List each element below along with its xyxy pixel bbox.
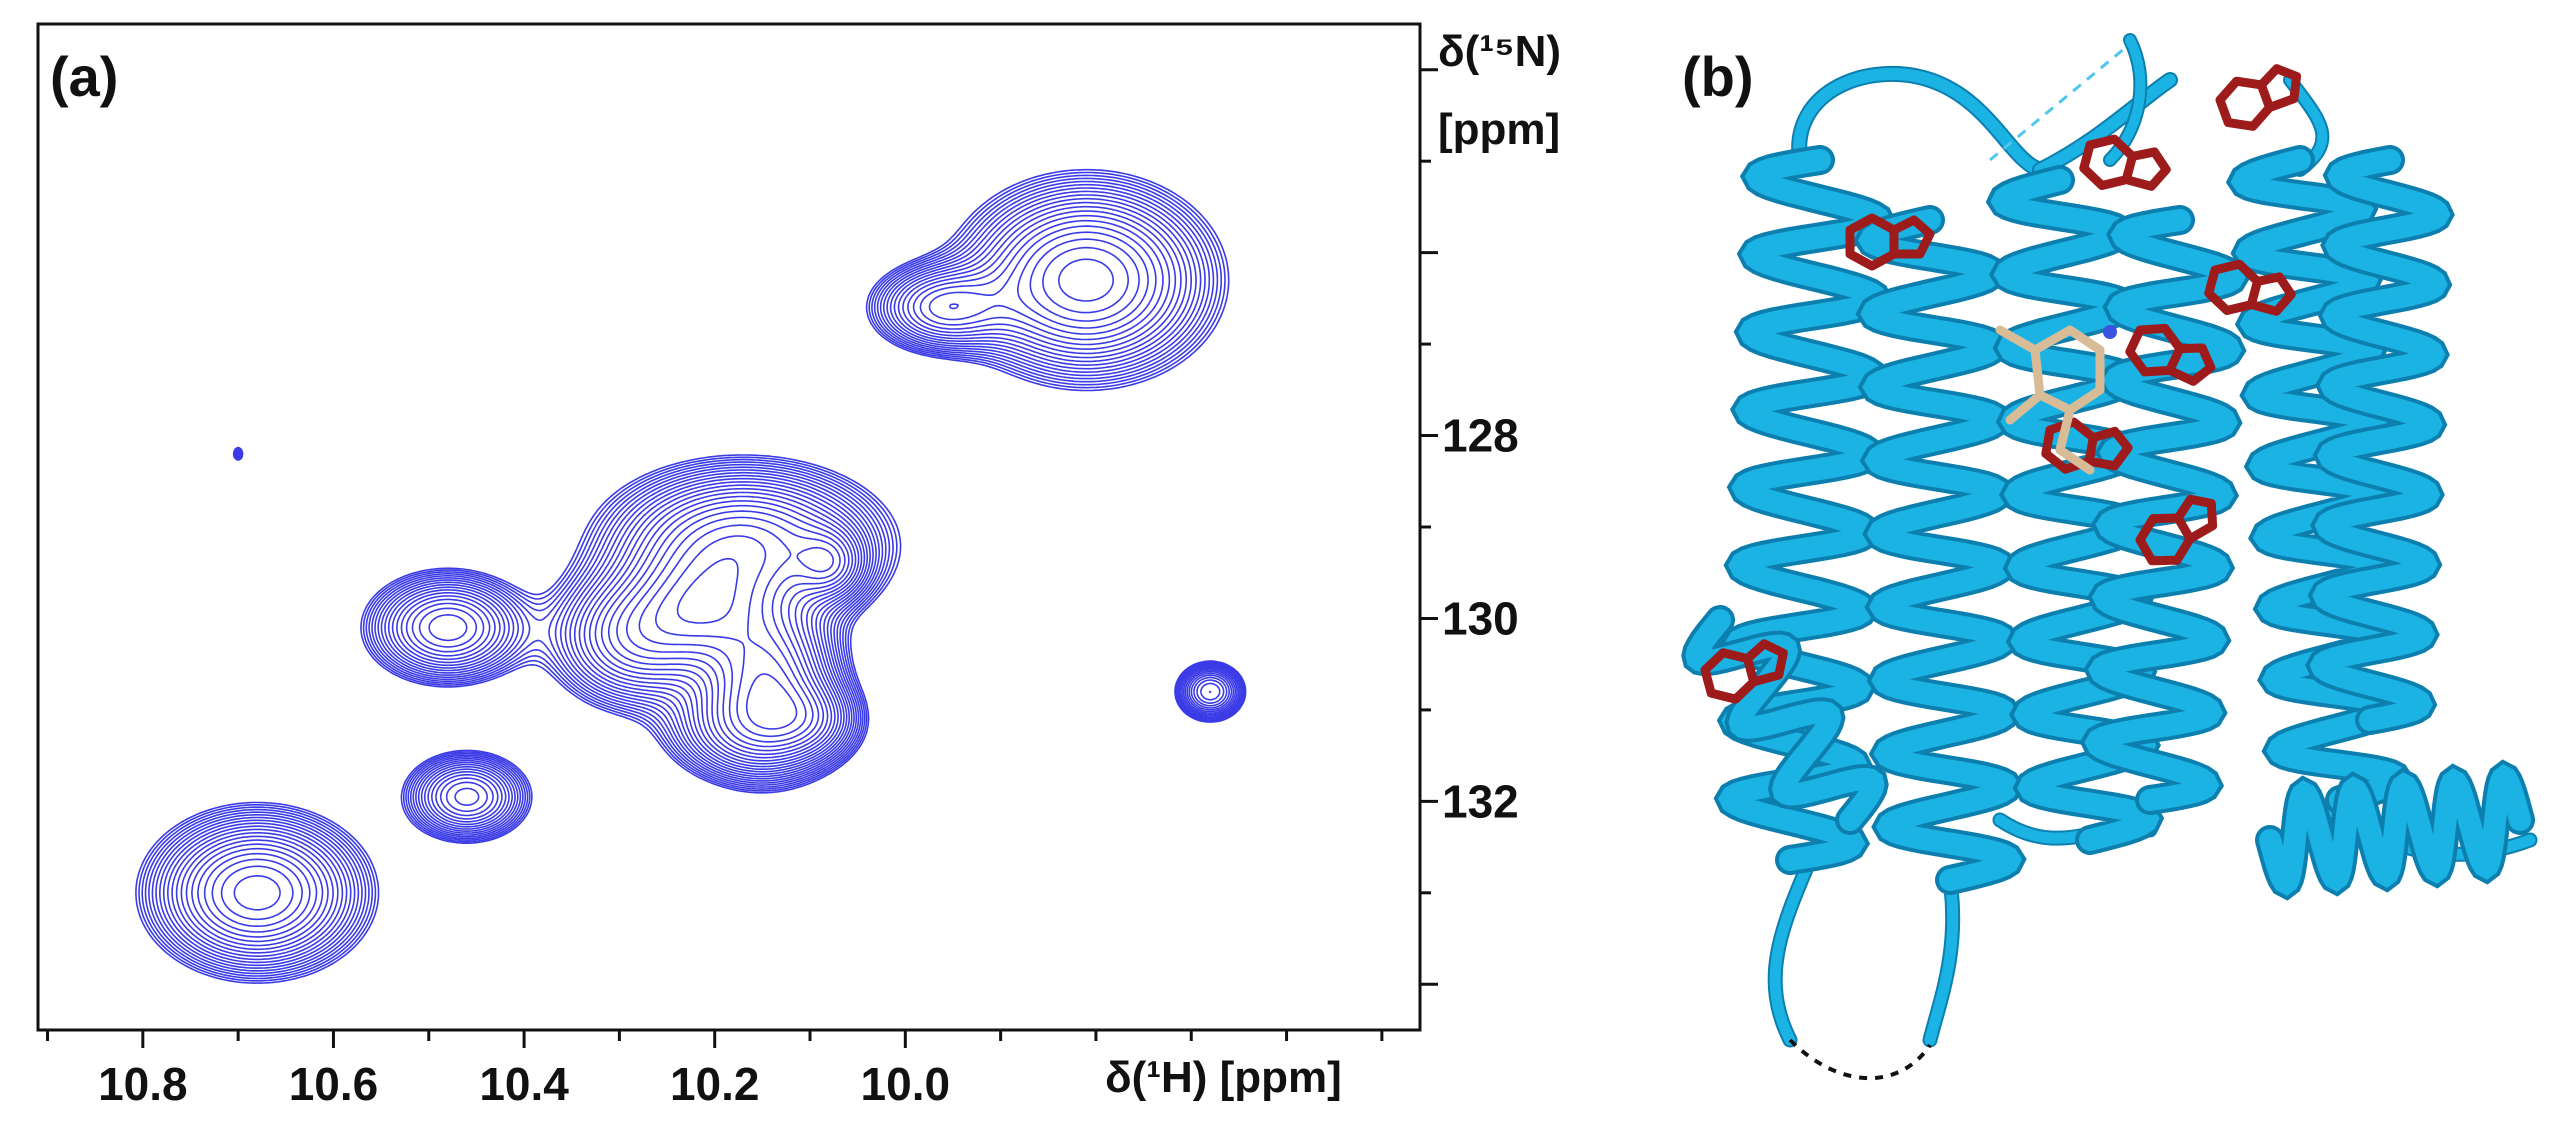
y-axis-title: δ(¹⁵N) [ppm] [1438,27,1561,154]
panel-b-structure: (b) [1681,33,2538,1081]
tryptophan-residue [2135,494,2218,566]
panel-a-label: (a) [50,45,118,108]
contour-level [167,197,1233,961]
helix [1853,205,2027,895]
loop [1791,65,2048,178]
contour-level [162,194,1235,964]
x-tick-label: 10.4 [479,1058,569,1110]
y-axis-title-line1: δ(¹⁵N) [1438,27,1561,76]
tryptophan-residue [2215,64,2302,131]
loop [1767,852,1818,1048]
loop [2032,72,2178,178]
contour-plot [135,168,1247,984]
x-axis-ticks: 10.8 10.6 10.4 10.2 10.0 [46,1030,1384,1110]
tryptophan-residue [2041,417,2133,474]
contour-level [655,535,807,738]
helix [2079,205,2251,815]
x-tick-label: 10.8 [98,1058,188,1110]
tryptophan-residue [2125,323,2216,386]
x-axis-title: δ(¹H) [ppm] [1105,1053,1342,1102]
helix [1713,145,1897,875]
ligand [1995,325,2117,475]
contour-level [211,238,1140,927]
y-axis-title-line2: [ppm] [1438,105,1560,154]
y-tick-label: 128 [1442,410,1519,462]
helix [1985,165,2165,855]
contour-level [676,557,798,730]
contour-level [151,183,1240,972]
contour-level [148,180,1241,975]
disordered-segment [1989,46,2126,162]
disordered-loop [1788,1038,1932,1081]
protein-ribbon-structure [1681,33,2538,1081]
contour-level [171,201,1230,957]
x-tick-label: 10.0 [861,1058,951,1110]
tryptophan-residue [2079,134,2171,191]
contour-level [197,225,1157,938]
contour-level [141,174,1244,980]
contour-level [185,214,1221,947]
loop [1922,872,1961,1048]
contour-level [159,190,1237,967]
tryptophan-residue [1845,213,1935,271]
tryptophan-residue [2204,259,2296,316]
tryptophan-residue [1700,639,1788,704]
contour-level [138,171,1246,982]
contour-level [175,205,1228,954]
panel-a-spectrum: (a) 10.8 10.6 10.4 10.2 10.0 128 130 132 δ(¹H)… [36,22,1561,1110]
contour-level [135,168,1247,984]
helix [2305,145,2455,735]
x-tick-label: 10.6 [289,1058,379,1110]
panel-b-label: (b) [1682,45,1754,108]
contour-level [233,258,1114,911]
contour-level [220,246,1129,921]
contour-level [203,231,1149,933]
contour-level [155,187,1238,969]
y-tick-label: 132 [1442,775,1519,827]
helix [2255,759,2535,901]
contour-level [144,177,1243,977]
helix [2225,145,2415,815]
contour-level [191,219,1212,943]
contour-level [180,210,1225,951]
y-axis-ticks: 128 130 132 [1420,68,1519,986]
x-tick-label: 10.2 [670,1058,760,1110]
y-tick-label: 130 [1442,592,1519,644]
